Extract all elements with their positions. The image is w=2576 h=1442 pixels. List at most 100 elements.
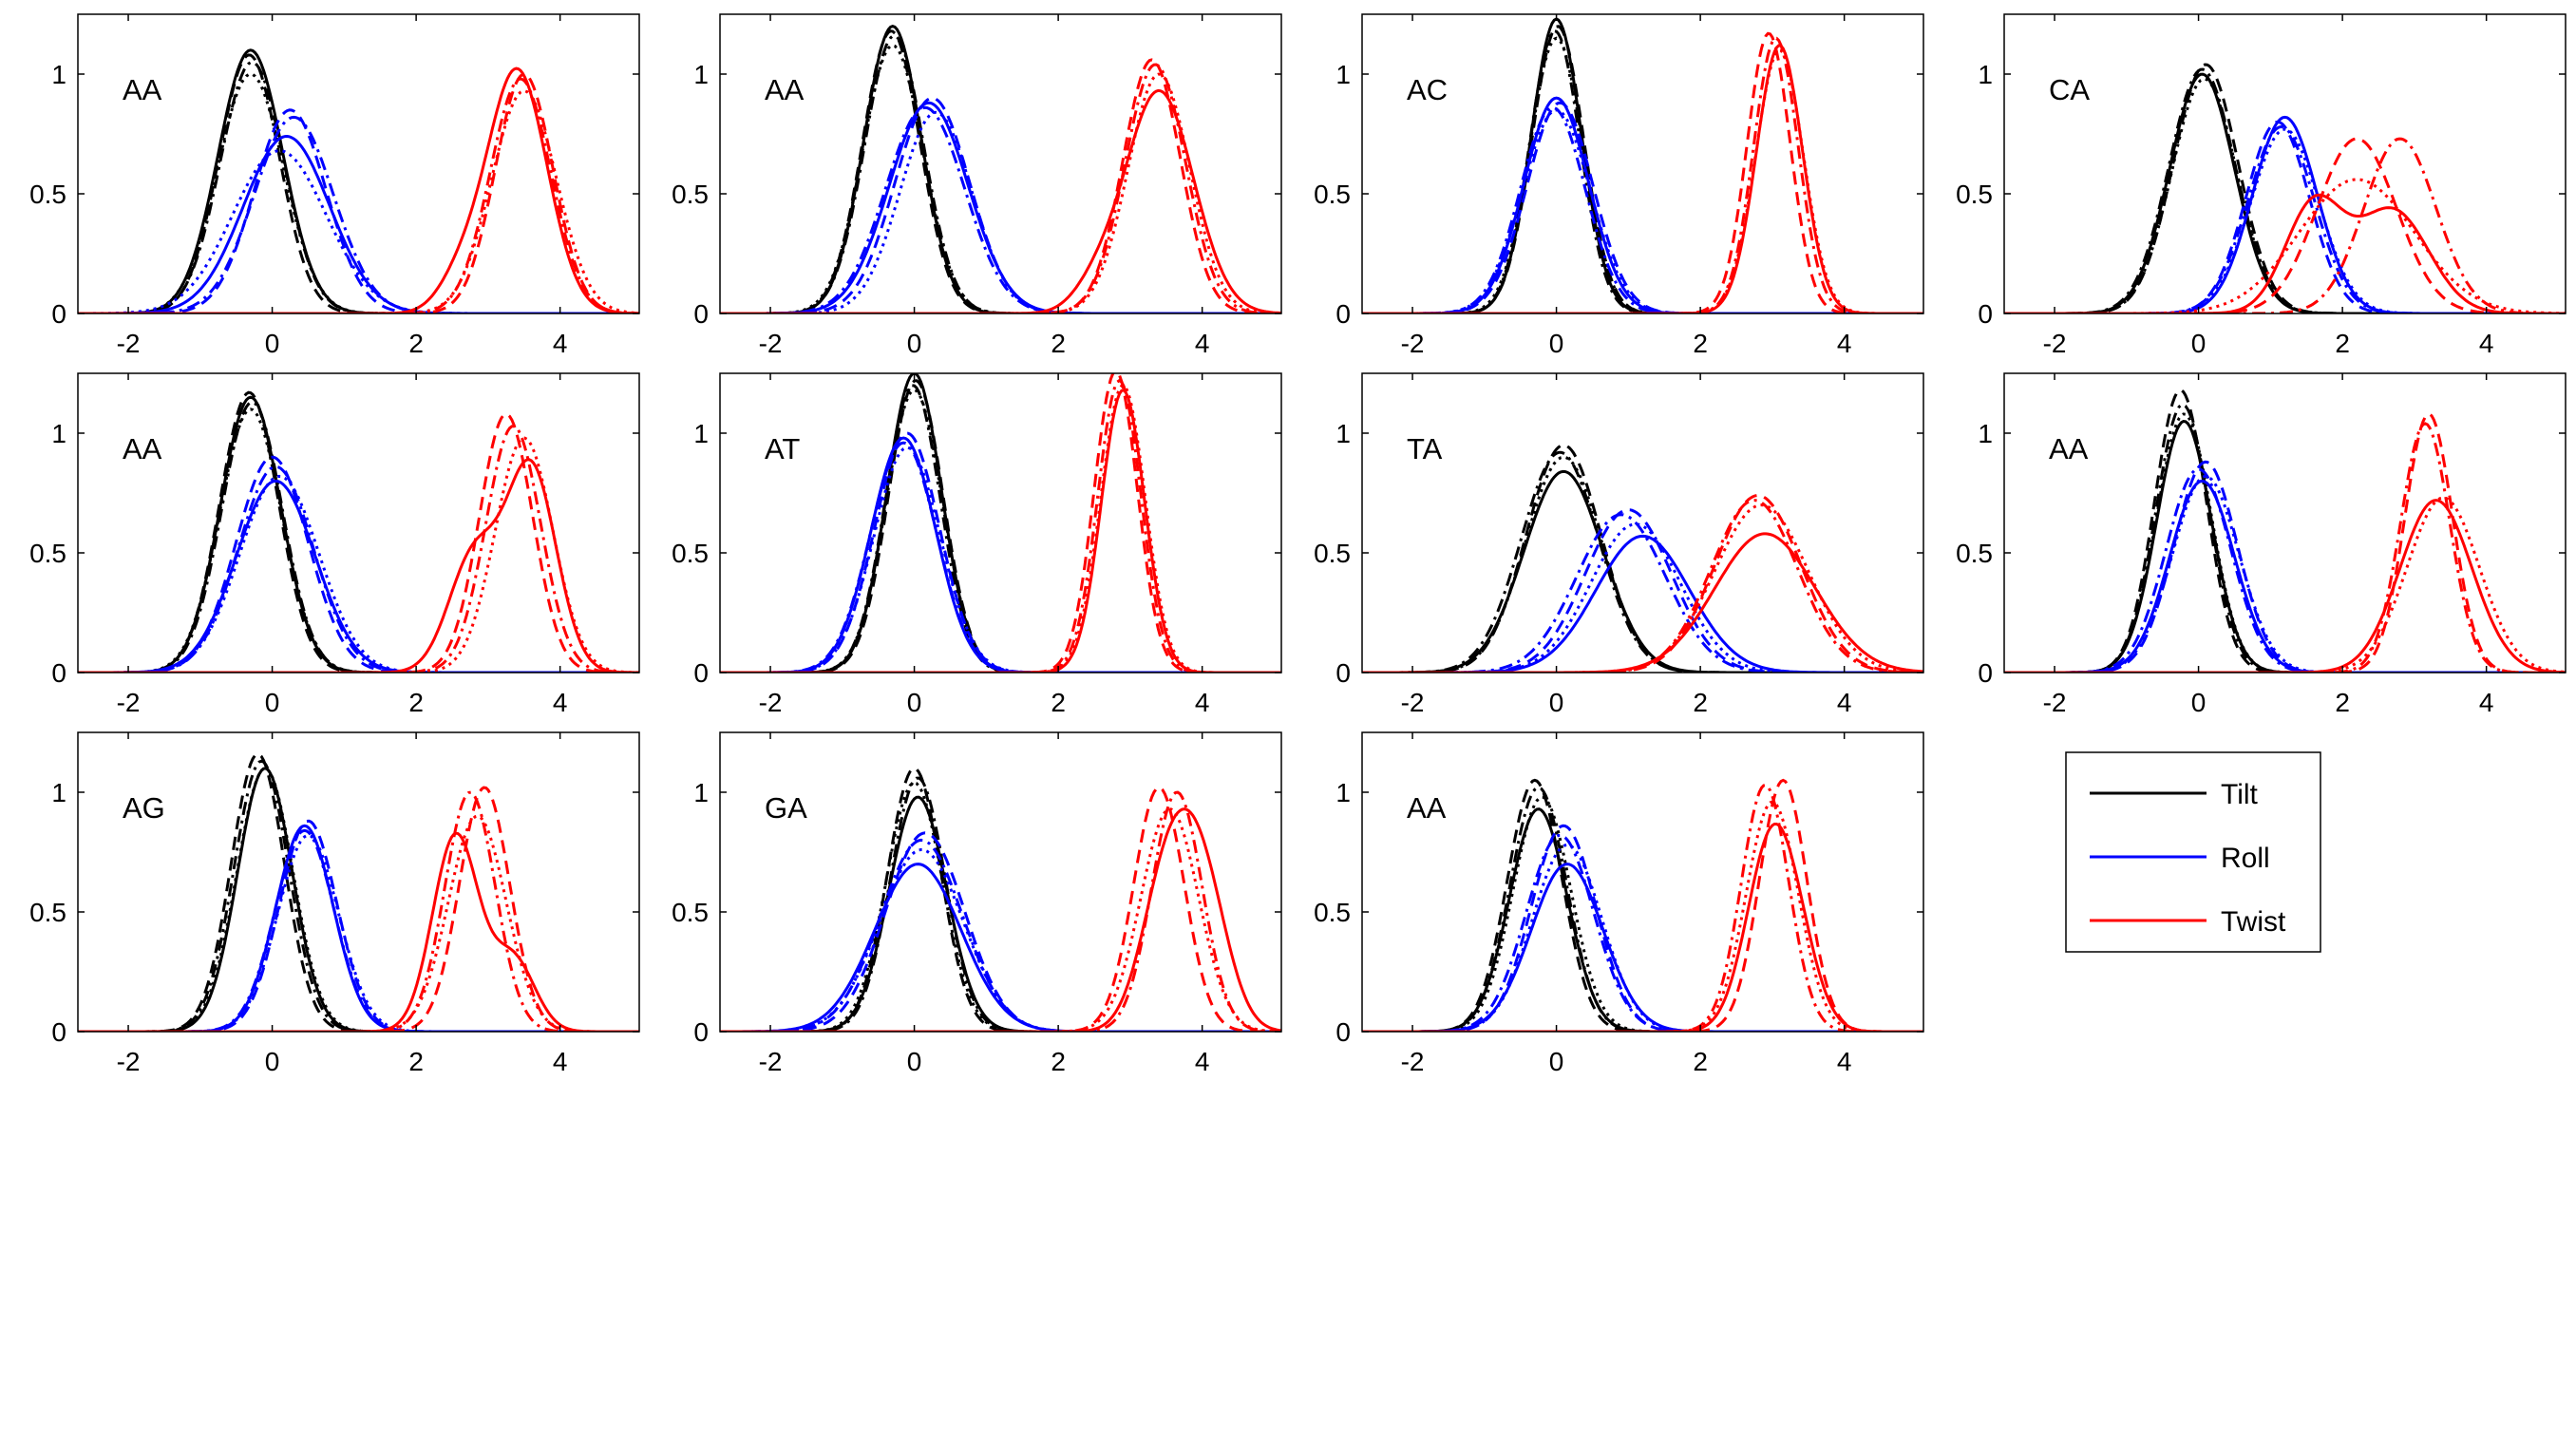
legend: Tilt Roll Twist (2065, 751, 2321, 953)
y-tick-label: 1 (693, 60, 709, 89)
tilt-curve-1 (2004, 419, 2566, 673)
twist-curve-3 (78, 424, 639, 673)
roll-curve-3 (78, 828, 639, 1032)
twist-curve-1 (720, 389, 1281, 673)
x-tick-label: 4 (553, 1047, 568, 1076)
twist-curve-4 (1362, 503, 1923, 673)
panel-frame (719, 731, 1282, 1033)
legend-label-tilt: Tilt (2221, 779, 2259, 810)
roll-curve-4 (1362, 108, 1923, 313)
panel-label: CA (2049, 73, 2090, 106)
roll-curve-1 (1362, 863, 1923, 1032)
tilt-curve-1 (1362, 17, 1923, 313)
panel-label: AT (765, 432, 800, 465)
panel-label: AG (123, 791, 165, 825)
tilt-curve-2 (78, 390, 639, 673)
twist-curve-1 (78, 66, 639, 313)
panel-frame (77, 731, 640, 1033)
x-tick-label: 2 (2335, 329, 2350, 358)
x-tick-label: 0 (265, 688, 280, 717)
roll-curve-1 (78, 824, 639, 1032)
y-tick-label: 0.5 (672, 180, 709, 209)
twist-curve-1 (78, 831, 639, 1032)
x-tick-label: 0 (2191, 688, 2207, 717)
roll-curve-3 (1362, 105, 1923, 313)
x-tick-label: -2 (2043, 688, 2067, 717)
y-tick-label: 0.5 (672, 898, 709, 927)
y-tick-label: 0 (1978, 299, 1993, 329)
panel-label: AA (1407, 791, 1447, 825)
panel-label: AA (123, 432, 162, 465)
roll-curve-1 (2004, 115, 2566, 313)
x-tick-label: 4 (553, 688, 568, 717)
panel-curves (1362, 444, 1923, 673)
roll-curve-1 (1362, 534, 1923, 673)
roll-curve-2 (78, 455, 639, 673)
x-tick-label: -2 (1401, 329, 1425, 358)
panel-curves (720, 25, 1281, 313)
panel-label: GA (765, 791, 807, 825)
x-tick-label: 4 (2479, 688, 2494, 717)
panel-frame (1361, 13, 1924, 314)
panel-label: AA (123, 73, 162, 106)
panel-3: -2 0 2 4 0 0.5 1 AC (1314, 13, 1924, 358)
twist-curve-2 (720, 58, 1281, 313)
panel-label: AA (2049, 432, 2089, 465)
y-tick-label: 0 (1335, 299, 1351, 329)
y-tick-label: 0 (1978, 658, 1993, 688)
panel-4: -2 0 2 4 0 0.5 1 CA (1956, 13, 2567, 358)
y-tick-label: 0.5 (1956, 539, 1993, 568)
roll-curve-4 (2004, 127, 2566, 313)
twist-curve-1 (2004, 499, 2566, 673)
y-tick-label: 1 (1335, 778, 1351, 807)
twist-curve-4 (720, 384, 1281, 673)
y-tick-label: 0.5 (1956, 180, 1993, 209)
x-tick-label: -2 (117, 329, 141, 358)
roll-curve-1 (2004, 479, 2566, 673)
twist-curve-2 (1362, 778, 1923, 1032)
tilt-curve-4 (2004, 412, 2566, 673)
x-tick-label: 0 (907, 1047, 922, 1076)
y-tick-label: 0 (51, 658, 66, 688)
x-tick-label: -2 (2043, 329, 2067, 358)
panel-curves (720, 373, 1281, 673)
panel-2: -2 0 2 4 0 0.5 1 AA (672, 13, 1282, 358)
panel-curves (2004, 389, 2566, 673)
y-tick-label: 1 (51, 60, 66, 89)
roll-curve-1 (720, 863, 1281, 1032)
x-tick-label: -2 (759, 688, 783, 717)
y-tick-label: 1 (1335, 60, 1351, 89)
twist-curve-3 (720, 790, 1281, 1032)
x-tick-label: 4 (1195, 329, 1210, 358)
x-tick-label: 4 (553, 329, 568, 358)
twist-curve-3 (2004, 422, 2566, 673)
x-tick-label: 0 (265, 329, 280, 358)
panel-curves (78, 390, 639, 673)
tilt-curve-3 (1362, 450, 1923, 673)
roll-curve-4 (720, 446, 1281, 673)
panel-frame (2003, 372, 2567, 674)
x-tick-label: 2 (408, 688, 424, 717)
panel-label: TA (1407, 432, 1443, 465)
tilt-curve-1 (1362, 469, 1923, 673)
tilt-curve-2 (1362, 778, 1923, 1032)
panel-8: -2 0 2 4 0 0.5 1 AA (1956, 372, 2567, 717)
roll-curve-1 (1362, 96, 1923, 313)
y-tick-label: 1 (1978, 419, 1993, 448)
roll-curve-2 (78, 108, 639, 313)
twist-curve-2 (78, 412, 639, 673)
panel-label: AC (1407, 73, 1448, 106)
tilt-curve-2 (2004, 389, 2566, 673)
y-tick-label: 0 (51, 299, 66, 329)
roll-curve-2 (2004, 460, 2566, 673)
tilt-curve-3 (720, 384, 1281, 673)
tilt-curve-4 (720, 388, 1281, 673)
panel-frame (719, 13, 1282, 314)
twist-curve-3 (78, 790, 639, 1032)
x-tick-label: 0 (907, 688, 922, 717)
x-tick-label: 2 (1051, 329, 1066, 358)
tilt-curve-2 (1362, 25, 1923, 313)
roll-curve-4 (78, 474, 639, 673)
roll-curve-3 (720, 441, 1281, 673)
roll-curve-3 (78, 115, 639, 313)
